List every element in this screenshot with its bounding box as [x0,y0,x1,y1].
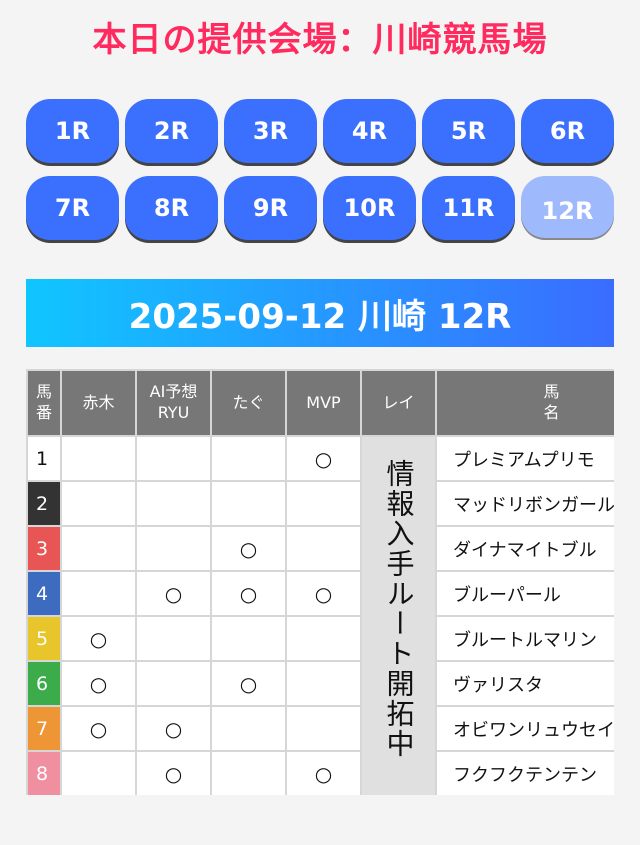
mark-mvp [285,660,362,707]
mark-akagi: ○ [60,705,137,752]
race-button-10R[interactable]: 10R [323,176,416,240]
mark-ai [135,660,212,707]
horse-name: ブルートルマリン [435,615,614,662]
race-button-11R[interactable]: 11R [422,176,515,240]
mark-tagu [210,435,287,482]
prediction-table: 馬番 赤木 AI予想 RYU たぐ MVP レイ 馬名 1 ○ 情報入手ルート開拓中プ… [26,369,614,795]
mark-tagu: ○ [210,570,287,617]
header-rei: レイ [360,369,437,437]
horse-number: 8 [26,750,62,795]
mark-mvp: ○ [285,435,362,482]
mark-tagu [210,750,287,795]
race-button-5R[interactable]: 5R [422,99,515,163]
table-row: 3 ○ ダイナマイトブル [26,525,614,572]
race-banner: 2025-09-12 川崎 12R [26,279,614,347]
header-ai-ryu: AI予想 RYU [135,369,212,437]
race-selector: 1R 2R 3R 4R 5R 6R 7R 8R 9R 10R 11R 12R [26,99,614,240]
horse-number: 2 [26,480,62,527]
table-row: 7 ○ ○ オビワンリュウセイ [26,705,614,752]
race-button-6R[interactable]: 6R [521,99,614,163]
table-row: 1 ○ 情報入手ルート開拓中 プレミアムプリモ [26,435,614,795]
horse-number: 3 [26,525,62,572]
race-button-7R[interactable]: 7R [26,176,119,240]
mark-tagu: ○ [210,660,287,707]
table-row: 8 ○ ○ フクフクテンテン [26,750,614,795]
race-button-8R[interactable]: 8R [125,176,218,240]
table-row: 5 ○ ブルートルマリン [26,615,614,662]
mark-mvp: ○ [285,750,362,795]
rei-status-text: 情報入手ルート開拓中 [382,459,416,759]
header-number: 馬番 [26,369,62,437]
race-button-3R[interactable]: 3R [224,99,317,163]
mark-tagu [210,705,287,752]
race-button-1R[interactable]: 1R [26,99,119,163]
horse-name: ダイナマイトブル [435,525,614,572]
race-button-4R[interactable]: 4R [323,99,416,163]
horse-number: 4 [26,570,62,617]
mark-ai [135,435,212,482]
race-button-2R[interactable]: 2R [125,99,218,163]
mark-akagi: ○ [60,615,137,662]
table-row: 6 ○ ○ ヴァリスタ [26,660,614,707]
mark-akagi [60,480,137,527]
mark-akagi [60,750,137,795]
mark-tagu: ○ [210,525,287,572]
mark-ai [135,480,212,527]
header-horse-name: 馬名 [435,369,614,437]
horse-number: 1 [26,435,62,482]
mark-mvp: ○ [285,570,362,617]
table-row: 4 ○ ○ ○ ブルーパール [26,570,614,617]
horse-name: プレミアムプリモ [435,435,614,482]
mark-ai: ○ [135,750,212,795]
mark-mvp [285,480,362,527]
mark-ai: ○ [135,570,212,617]
mark-akagi [60,525,137,572]
mark-tagu [210,615,287,662]
header-tagu: たぐ [210,369,287,437]
horse-number: 5 [26,615,62,662]
mark-mvp [285,615,362,662]
mark-ai [135,615,212,662]
header-mvp: MVP [285,369,362,437]
horse-name: マッドリボンガール [435,480,614,527]
mark-ai: ○ [135,705,212,752]
race-button-9R[interactable]: 9R [224,176,317,240]
table-header: 馬番 赤木 AI予想 RYU たぐ MVP レイ 馬名 [26,369,614,437]
mark-akagi [60,435,137,482]
mark-ai [135,525,212,572]
mark-mvp [285,525,362,572]
header-akagi: 赤木 [60,369,137,437]
race-button-12R[interactable]: 12R [521,176,614,240]
horse-name: ブルーパール [435,570,614,617]
mark-mvp [285,705,362,752]
venue-title: 本日の提供会場：川崎競馬場 [92,20,548,60]
rei-status-cell: 情報入手ルート開拓中 [360,435,437,795]
mark-akagi: ○ [60,660,137,707]
horse-number: 7 [26,705,62,752]
mark-akagi [60,570,137,617]
horse-name: オビワンリュウセイ [435,705,614,752]
mark-tagu [210,480,287,527]
horse-number: 6 [26,660,62,707]
horse-name: ヴァリスタ [435,660,614,707]
horse-name: フクフクテンテン [435,750,614,795]
table-row: 2 マッドリボンガール [26,480,614,527]
